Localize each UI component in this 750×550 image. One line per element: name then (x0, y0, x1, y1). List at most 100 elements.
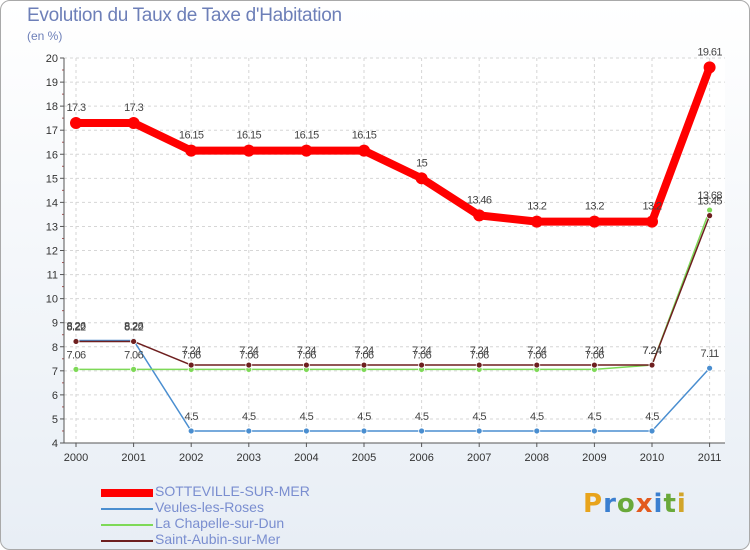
x-tick-label: 2007 (467, 452, 491, 464)
proxiti-logo: Proxiti (583, 489, 687, 519)
logo-letter: o (616, 489, 636, 519)
data-label: 16.15 (294, 130, 319, 142)
data-label: 16.15 (179, 130, 204, 142)
data-label: 4.5 (415, 411, 429, 423)
data-label: 4.5 (184, 411, 198, 423)
data-point (245, 361, 253, 369)
y-tick-label: 6 (52, 390, 58, 402)
x-tick-label: 2001 (121, 452, 145, 464)
data-label: 16.15 (352, 130, 377, 142)
logo-letter: P (583, 489, 604, 519)
data-label: 4.5 (472, 411, 486, 423)
data-point (127, 116, 140, 129)
data-point (360, 361, 368, 369)
data-label: 17.3 (124, 102, 143, 114)
data-label: 4.5 (588, 411, 602, 423)
data-point (242, 144, 255, 157)
series-line-1 (75, 339, 711, 432)
legend-swatch (101, 540, 153, 542)
data-label: 19.61 (697, 46, 722, 58)
data-label: 7.06 (124, 349, 143, 361)
data-point (415, 172, 428, 185)
data-label: 7.06 (470, 349, 489, 361)
y-tick-label: 17 (46, 125, 58, 137)
data-label: 7.24 (412, 345, 431, 357)
data-point (302, 427, 310, 435)
y-tick-label: 16 (46, 149, 58, 161)
x-tick-label: 2011 (698, 452, 722, 464)
data-label: 7.24 (182, 345, 201, 357)
data-label: 13.46 (467, 194, 492, 206)
data-label: 15 (416, 157, 428, 169)
data-point (475, 361, 483, 369)
data-point (473, 209, 486, 222)
data-label: 4.5 (645, 411, 659, 423)
data-point (70, 116, 82, 129)
y-tick-label: 5 (52, 414, 58, 426)
y-tick-label: 8 (52, 342, 58, 354)
x-tick-label: 2005 (352, 452, 376, 464)
data-label: 7.06 (182, 349, 201, 361)
data-label: 16.15 (237, 130, 262, 142)
data-label: 17.3 (66, 102, 85, 114)
data-point (591, 361, 598, 369)
x-tick-label: 2002 (179, 452, 203, 464)
data-label: 4.5 (530, 411, 544, 423)
data-label: 13.2 (642, 201, 661, 213)
legend-label: Saint-Aubin-sur-Mer (155, 531, 281, 547)
data-point (418, 361, 426, 369)
data-label: 13.2 (585, 201, 604, 213)
logo-letter: x (635, 489, 654, 519)
data-point (418, 427, 426, 435)
data-point (360, 427, 368, 435)
data-point (591, 427, 598, 435)
data-point (475, 427, 483, 435)
data-label: 8.22 (66, 321, 85, 333)
x-tick-label: 2006 (409, 452, 433, 464)
data-label: 8.26 (124, 320, 143, 332)
series-line-3 (75, 214, 711, 366)
logo-letter: i (653, 489, 664, 519)
data-point (358, 144, 370, 157)
legend-label: La Chapelle-sur-Dun (155, 515, 285, 531)
y-tick-label: 9 (52, 318, 58, 330)
data-point (185, 144, 198, 157)
x-tick-label: 2003 (237, 452, 261, 464)
data-label: 7.24 (642, 345, 661, 357)
series-line-0 (72, 63, 714, 226)
legend-label: Veules-les-Roses (155, 499, 264, 515)
data-point (530, 215, 543, 228)
data-point (648, 361, 656, 369)
data-label: 7.24 (470, 345, 489, 357)
data-point (245, 427, 253, 435)
data-label: 13.45 (697, 196, 722, 208)
data-point (533, 361, 541, 369)
data-label: 13.2 (527, 201, 546, 213)
data-point (72, 365, 80, 373)
y-tick-label: 10 (46, 294, 58, 306)
y-tick-label: 19 (46, 77, 58, 89)
data-point (72, 338, 80, 345)
data-label: 4.5 (357, 411, 371, 423)
x-tick-label: 2004 (294, 452, 318, 464)
data-label: 7.24 (354, 345, 373, 357)
data-label: 7.06 (66, 349, 85, 361)
logo-letter: r (603, 489, 617, 519)
x-tick-label: 2010 (640, 452, 664, 464)
legend-swatch (101, 508, 153, 510)
data-label: 8.22 (124, 321, 143, 333)
data-point (706, 212, 713, 220)
data-label: 7.24 (585, 345, 604, 357)
y-tick-label: 4 (52, 438, 58, 450)
data-label: 8.26 (66, 320, 85, 332)
data-point (300, 144, 313, 157)
data-point (302, 361, 310, 369)
data-label: 7.24 (527, 345, 546, 357)
data-point (646, 215, 658, 228)
data-point (533, 427, 541, 435)
y-tick-label: 12 (46, 246, 58, 258)
data-label: 4.5 (242, 411, 256, 423)
y-tick-label: 11 (47, 270, 58, 282)
